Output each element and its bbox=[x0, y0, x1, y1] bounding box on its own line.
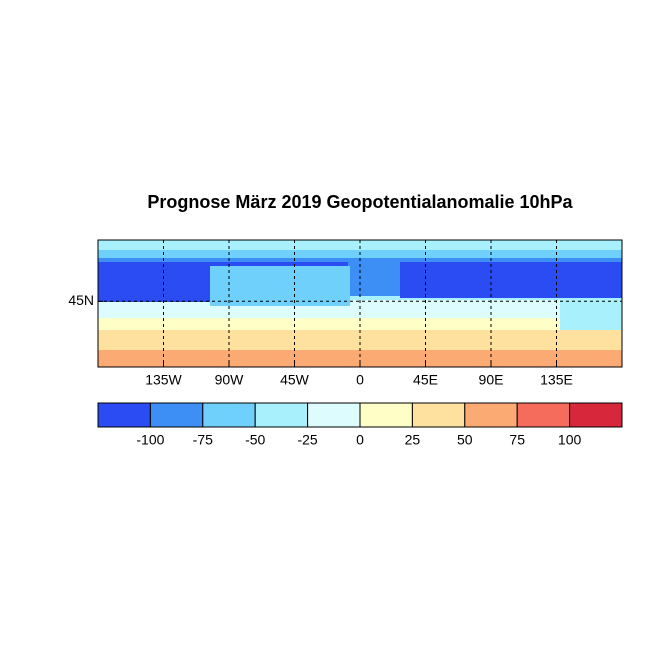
field-band bbox=[210, 266, 350, 306]
colorbar-label: -50 bbox=[245, 432, 265, 448]
colorbar-box bbox=[149, 402, 204, 428]
chart-title: Prognose März 2019 Geopotentialanomalie … bbox=[147, 192, 573, 212]
x-tick-label: 45W bbox=[280, 372, 310, 388]
field-band bbox=[400, 262, 622, 298]
x-tick-label: 45E bbox=[413, 372, 438, 388]
colorbar-box bbox=[569, 402, 623, 428]
colorbar-box bbox=[307, 402, 361, 428]
y-tick-label: 45N bbox=[68, 292, 94, 308]
colorbar-label: -75 bbox=[193, 432, 213, 448]
map-frame bbox=[97, 239, 623, 368]
colorbar-label: -100 bbox=[136, 432, 164, 448]
colorbar-label: -25 bbox=[297, 432, 317, 448]
colorbar-label: 75 bbox=[509, 432, 525, 448]
colorbar-box bbox=[97, 402, 151, 428]
x-tick-label: 0 bbox=[356, 372, 364, 388]
x-tick-label: 135W bbox=[145, 372, 182, 388]
colorbar-box bbox=[202, 402, 256, 428]
colorbar-label: 25 bbox=[405, 432, 421, 448]
colorbar-box bbox=[359, 402, 413, 428]
colorbar-box bbox=[254, 402, 309, 428]
colorbar-box bbox=[411, 402, 466, 428]
x-tick-label: 135E bbox=[540, 372, 573, 388]
x-tick-label: 90W bbox=[215, 372, 245, 388]
colorbar-label: 100 bbox=[558, 432, 582, 448]
colorbar-label: 0 bbox=[356, 432, 364, 448]
colorbar-box bbox=[516, 402, 571, 428]
field-band bbox=[560, 300, 622, 330]
colorbar-box bbox=[464, 402, 518, 428]
colorbar-label: 50 bbox=[457, 432, 473, 448]
x-tick-label: 90E bbox=[479, 372, 504, 388]
